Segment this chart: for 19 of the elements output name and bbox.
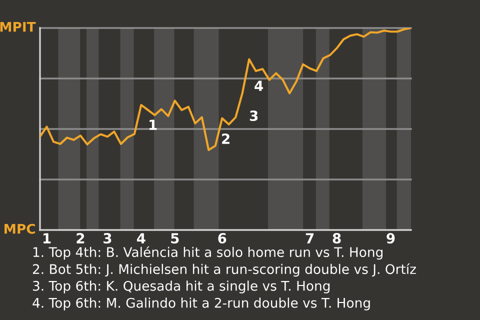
- x-tick-label: 1: [43, 233, 51, 244]
- x-tick-label: 3: [104, 233, 112, 244]
- x-tick-label: 4: [136, 233, 146, 244]
- x-tick-label: 6: [218, 233, 226, 244]
- x-tick-label: 7: [306, 233, 314, 244]
- annotation: 3: [250, 110, 258, 122]
- annotation: 1: [150, 120, 157, 130]
- annotation: 2: [222, 134, 230, 144]
- text: 1. Top 4th: B. Valéncia hit a solo home run vs T. Hong: [33, 246, 382, 260]
- text: 3. Top 6th: K. Quesada hit a single vs T. Hong: [33, 280, 330, 294]
- text: MPC: [4, 224, 35, 234]
- x-tick-label: 2: [76, 233, 84, 244]
- text: 4. Top 6th: M. Galindo hit a 2-run double vs T. Hong: [32, 298, 370, 310]
- x-tick-label: 8: [332, 233, 341, 244]
- annotation: 4: [254, 80, 264, 91]
- ref-line-label: MPIT: [0, 22, 36, 32]
- x-tick-label: 9: [386, 233, 395, 244]
- text: 2. Bot 5th: J. Michielsen hit a run-scoring double vs J. Ortíz: [32, 263, 416, 277]
- x-tick-label: 5: [171, 233, 179, 244]
